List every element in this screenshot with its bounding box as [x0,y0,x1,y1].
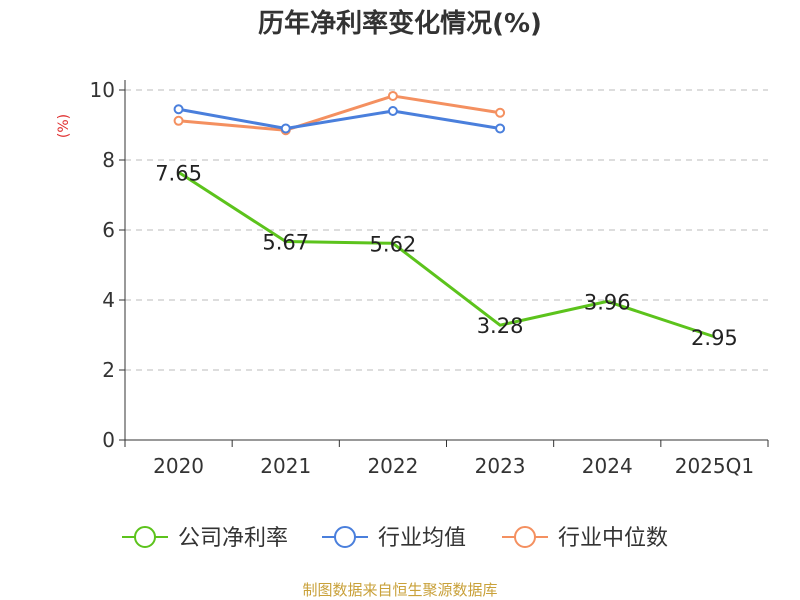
y-tick-label: 8 [102,148,115,172]
data-point [387,106,398,116]
legend-marker [334,526,356,548]
source-note: 制图数据来自恒生聚源数据库 [302,581,497,599]
data-label: 5.67 [262,231,309,255]
series-0 [177,170,715,339]
x-tick-label: 2023 [475,454,526,478]
legend-item-1: 行业均值 [322,526,466,551]
series-layer [173,90,715,339]
series-1 [173,104,506,134]
data-point [387,90,398,101]
legend-label: 行业中位数 [558,526,668,551]
legend-label: 行业均值 [378,526,466,551]
grid-lines [125,89,768,371]
legend: 公司净利率 行业均值 行业中位数 [122,526,668,551]
series-2 [173,90,506,136]
data-point [495,123,506,134]
axes: 0 2 4 6 8 10 2020 2021 2022 2023 2024 2025Q1 [90,78,769,478]
data-point [173,104,184,115]
chart-title: 历年净利率变化情况(%) [258,8,542,39]
series-line [178,107,501,130]
y-tick-label: 2 [102,358,115,382]
x-tick-label: 2024 [582,454,633,478]
data-label: 5.62 [370,232,417,256]
data-label: 3.96 [584,290,631,314]
y-tick-label: 0 [102,428,115,452]
legend-marker [134,526,156,548]
data-point [280,123,291,134]
data-point [495,107,506,118]
data-label: 2.95 [691,326,738,350]
data-label: 3.28 [477,314,524,338]
data-label: 7.65 [155,161,202,185]
data-labels: 7.65 5.67 5.62 3.28 3.96 2.95 [155,161,738,350]
x-tick-label: 2025Q1 [675,454,754,478]
legend-marker [514,526,536,548]
x-tick-label: 2022 [367,454,418,478]
data-point [173,115,184,126]
y-tick-label: 4 [102,288,115,312]
y-axis-label: (%) [56,114,72,138]
y-tick-label: 10 [90,78,115,102]
legend-label: 公司净利率 [178,526,288,551]
legend-item-2: 行业中位数 [502,526,668,551]
x-tick-label: 2021 [260,454,311,478]
series-line [178,94,501,132]
y-tick-label: 6 [102,218,115,242]
series-line [177,170,715,339]
legend-item-0: 公司净利率 [122,526,288,551]
x-tick-label: 2020 [153,454,204,478]
